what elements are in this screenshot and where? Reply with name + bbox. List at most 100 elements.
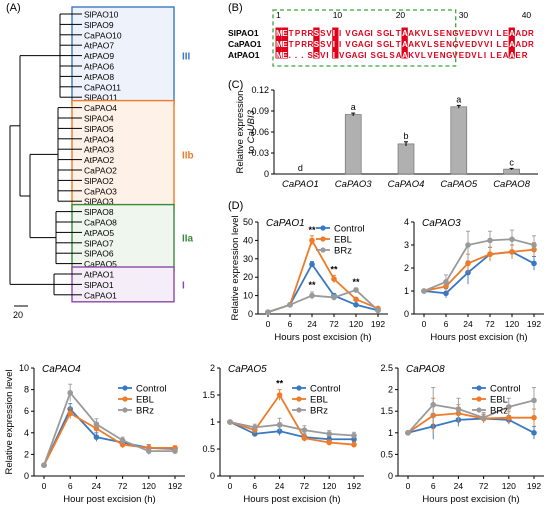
conserved-column — [275, 27, 282, 59]
x-tick-label: 0 — [42, 481, 47, 491]
panel-label-d: (D) — [228, 200, 244, 212]
legend-marker — [122, 385, 128, 391]
data-point — [487, 251, 493, 257]
residue: I — [490, 40, 492, 49]
x-tick-label: CaPAO4 — [388, 179, 425, 190]
x-tick-label: 72 — [300, 481, 310, 491]
residue: I — [371, 29, 373, 38]
x-tick-label: 0 — [266, 319, 271, 329]
leaf-label: SlPAO3 — [84, 197, 114, 207]
residue: V — [478, 29, 484, 38]
data-point — [509, 249, 515, 255]
residue: E — [440, 40, 446, 49]
data-point — [309, 292, 315, 299]
x-axis-label: Hours post excision (h) — [430, 332, 527, 343]
x-tick-label: 120 — [505, 319, 519, 329]
data-point — [506, 404, 512, 410]
residue: L — [383, 51, 388, 60]
leaf-label: AtPAO7 — [84, 41, 114, 51]
data-point — [119, 437, 126, 444]
y-tick-label: 0 — [24, 471, 29, 481]
clade-label-2: IIa — [182, 234, 194, 245]
chart-title: CaPAO3 — [422, 218, 461, 229]
x-axis-label: Hours post excision (h) — [274, 332, 371, 343]
significance-mark: ** — [352, 277, 360, 287]
x-tick-label: 120 — [142, 481, 156, 491]
x-axis-label: Hours post excision (h) — [243, 494, 340, 505]
data-point — [41, 462, 47, 468]
legend-marker — [296, 407, 302, 413]
residue: V — [459, 40, 465, 49]
x-tick-label: 6 — [68, 481, 73, 491]
leaf-label: AtPAO1 — [84, 270, 114, 280]
legend-marker — [296, 396, 302, 402]
residue: G — [364, 29, 370, 38]
sequence-name: AtPAO1 — [228, 50, 260, 60]
y-tick-label: 1 — [210, 417, 215, 427]
data-point — [67, 390, 73, 396]
residue: A — [396, 51, 402, 60]
x-tick-label: 24 — [275, 481, 285, 491]
legend-label: BRz — [334, 246, 352, 257]
legend-label: Control — [334, 224, 365, 235]
data-point — [509, 236, 515, 243]
data-point — [227, 419, 233, 425]
data-point — [172, 448, 178, 454]
significance-letter: c — [509, 157, 514, 167]
x-tick-label: 24 — [463, 319, 473, 329]
y-tick-label: 0.09 — [251, 106, 269, 116]
residue: V — [320, 51, 326, 60]
clade-label-3: I — [182, 280, 185, 291]
residue: S — [389, 51, 395, 60]
series-line — [407, 417, 535, 434]
residue: I — [339, 29, 341, 38]
residue: P — [295, 40, 301, 49]
residue: V — [484, 29, 490, 38]
leaf-label: SlPAO11 — [84, 93, 118, 103]
y-tick-label: 0.12 — [251, 85, 269, 95]
significance-letter: b — [403, 131, 408, 141]
leaf-label: SlPAO6 — [84, 249, 114, 259]
residue: V — [326, 40, 332, 49]
data-point — [331, 294, 337, 301]
panel-label-c: (C) — [228, 79, 244, 91]
series-line — [423, 250, 535, 295]
chart-title: CaPAO8 — [406, 364, 445, 375]
data-point — [443, 290, 449, 297]
y-tick-label: 20 — [243, 272, 253, 282]
residue: S — [377, 29, 383, 38]
significance-mark: ** — [330, 264, 338, 274]
residue: A — [509, 40, 515, 49]
residue: S — [308, 51, 314, 60]
residue: P — [295, 29, 301, 38]
residue: S — [371, 51, 377, 60]
conserved-column — [508, 27, 515, 59]
y-tick-label: 2 — [404, 263, 409, 273]
legend-label: Control — [310, 384, 341, 395]
sequence-name: SlPAO1 — [228, 28, 259, 38]
data-point — [351, 441, 357, 448]
legend-marker — [476, 385, 482, 391]
legend-label: EBL — [490, 395, 508, 406]
residue: R — [301, 40, 307, 49]
residue: I — [333, 29, 335, 38]
residue: M — [276, 51, 283, 60]
significance-mark: ** — [308, 280, 316, 290]
data-point — [531, 260, 537, 267]
data-point — [351, 432, 357, 439]
leaf-label: CaPAO4 — [84, 103, 117, 113]
x-tick-label: 192 — [347, 481, 361, 491]
significance-letter: a — [351, 102, 356, 112]
clade-box-2 — [71, 203, 175, 272]
residue: A — [352, 51, 358, 60]
x-tick-label: 120 — [502, 481, 516, 491]
x-tick-label: 6 — [444, 319, 449, 329]
residue: L — [490, 51, 495, 60]
data-point — [301, 427, 308, 433]
residue: G — [364, 40, 370, 49]
y-tick-label: 0 — [388, 471, 393, 481]
y-axis-label: Relative expressionto CaUBI3 — [235, 91, 257, 174]
residue: A — [358, 29, 364, 38]
leaf-label: SlPAO7 — [84, 238, 114, 248]
